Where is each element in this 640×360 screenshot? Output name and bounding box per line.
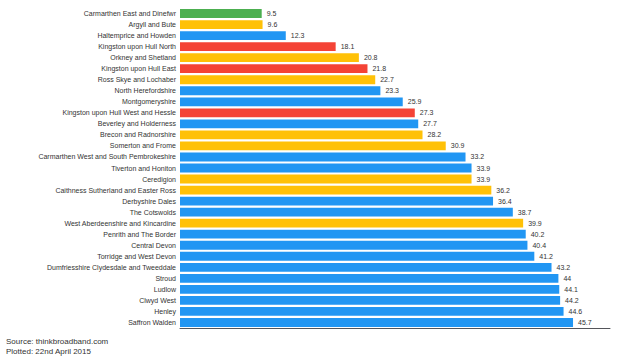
svg-text:44: 44	[563, 275, 571, 282]
svg-text:Henley: Henley	[154, 308, 176, 316]
svg-text:21.8: 21.8	[372, 65, 386, 72]
svg-text:Carmarthen West and South Pemb: Carmarthen West and South Pembrokeshire	[38, 153, 176, 160]
svg-text:Haltemprice and Howden: Haltemprice and Howden	[97, 32, 176, 40]
svg-text:22.7: 22.7	[380, 76, 394, 83]
svg-text:27.7: 27.7	[423, 120, 437, 127]
svg-text:Derbyshire Dales: Derbyshire Dales	[122, 198, 176, 206]
svg-text:Carmarthen East and Dinefwr: Carmarthen East and Dinefwr	[84, 10, 177, 17]
svg-text:39.9: 39.9	[528, 220, 542, 227]
svg-text:Dumfriesshire Clydesdale and T: Dumfriesshire Clydesdale and Tweeddale	[47, 264, 176, 272]
svg-text:Ross Skye and Lochaber: Ross Skye and Lochaber	[98, 76, 177, 84]
svg-text:Montgomeryshire: Montgomeryshire	[122, 98, 176, 106]
svg-text:Ludlow: Ludlow	[154, 286, 177, 293]
svg-text:20.8: 20.8	[364, 54, 378, 61]
svg-text:North Herefordshire: North Herefordshire	[115, 87, 177, 94]
svg-text:Caithness Sutherland and Easte: Caithness Sutherland and Easter Ross	[55, 187, 176, 194]
svg-text:12.3: 12.3	[291, 32, 305, 39]
svg-text:43.2: 43.2	[557, 264, 571, 271]
svg-text:Somerton and Frome: Somerton and Frome	[110, 142, 176, 149]
svg-text:Kingston upon Hull North: Kingston upon Hull North	[98, 43, 176, 51]
svg-text:40.2: 40.2	[531, 231, 545, 238]
svg-text:Orkney and Shetland: Orkney and Shetland	[110, 54, 176, 62]
svg-text:West Aberdeenshire and Kincard: West Aberdeenshire and Kincardine	[64, 220, 176, 227]
svg-text:36.2: 36.2	[496, 187, 510, 194]
svg-text:Tiverton and Honiton: Tiverton and Honiton	[111, 165, 176, 172]
svg-text:Torridge and West Devon: Torridge and West Devon	[97, 253, 176, 261]
svg-text:44.6: 44.6	[569, 308, 583, 315]
svg-text:Saffron Walden: Saffron Walden	[128, 319, 176, 326]
svg-text:Clwyd West: Clwyd West	[139, 297, 176, 305]
svg-text:Ceredigion: Ceredigion	[142, 176, 176, 184]
svg-text:44.2: 44.2	[565, 297, 579, 304]
svg-text:9.6: 9.6	[268, 21, 278, 28]
svg-text:23.3: 23.3	[385, 87, 399, 94]
svg-text:38.7: 38.7	[518, 209, 532, 216]
svg-text:The Cotswolds: The Cotswolds	[130, 209, 177, 216]
svg-text:Penrith and The Border: Penrith and The Border	[103, 231, 176, 238]
svg-text:Plotted: 22nd April 2015: Plotted: 22nd April 2015	[6, 347, 92, 356]
svg-text:45.7: 45.7	[578, 319, 592, 326]
svg-text:Source: thinkbroadband.com: Source: thinkbroadband.com	[6, 337, 109, 346]
svg-text:33.9: 33.9	[477, 165, 491, 172]
svg-text:33.9: 33.9	[477, 176, 491, 183]
svg-text:25.9: 25.9	[408, 98, 422, 105]
svg-text:27.3: 27.3	[420, 109, 434, 116]
svg-text:28.2: 28.2	[428, 131, 442, 138]
svg-text:Kingston upon Hull West and He: Kingston upon Hull West and Hessle	[63, 109, 177, 117]
svg-text:41.2: 41.2	[539, 253, 553, 260]
svg-text:Kingston upon Hull East: Kingston upon Hull East	[101, 65, 176, 73]
svg-text:40.4: 40.4	[532, 242, 546, 249]
svg-text:Beverley and Holderness: Beverley and Holderness	[98, 120, 177, 128]
svg-text:Central Devon: Central Devon	[131, 242, 176, 249]
svg-text:Stroud: Stroud	[155, 275, 176, 282]
svg-text:9.5: 9.5	[267, 10, 277, 17]
svg-text:Argyll and Bute: Argyll and Bute	[129, 21, 177, 29]
svg-text:Brecon and Radnorshire: Brecon and Radnorshire	[100, 131, 176, 138]
svg-text:18.1: 18.1	[341, 43, 355, 50]
svg-text:33.2: 33.2	[471, 153, 485, 160]
svg-text:44.1: 44.1	[564, 286, 578, 293]
svg-text:36.4: 36.4	[498, 198, 512, 205]
svg-text:30.9: 30.9	[451, 142, 465, 149]
